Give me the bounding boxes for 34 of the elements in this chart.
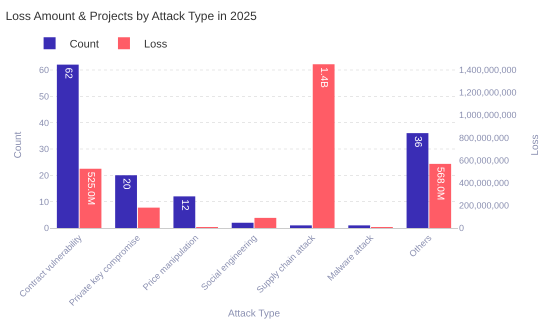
y-tick-label: 40 <box>38 118 49 128</box>
data-label: 20 <box>120 178 132 190</box>
y2-tick-label: 200,000,000 <box>459 200 510 211</box>
legend-label: Count <box>70 38 99 51</box>
bar <box>173 196 196 228</box>
bar <box>56 64 79 228</box>
y-tick-label: 10 <box>38 196 49 207</box>
data-label: 568.0M <box>434 166 446 200</box>
chart-title: Loss Amount & Projects by Attack Type in 2025 <box>6 8 258 23</box>
y-tick-label: 50 <box>38 91 49 102</box>
data-label: 12 <box>178 199 190 211</box>
bar <box>348 225 370 228</box>
y2-axis-title: Loss <box>530 134 542 156</box>
x-axis-title: Attack Type <box>228 308 280 320</box>
y-tick-label: 0 <box>44 223 49 234</box>
y-tick-label: 60 <box>38 65 49 76</box>
bar <box>290 225 312 228</box>
y2-tick-label: 0 <box>459 223 464 234</box>
y2-tick-label: 400,000,000 <box>459 178 510 188</box>
data-label: 525.0M <box>85 172 96 206</box>
y2-tick-label: 800,000,000 <box>459 132 510 143</box>
data-label: 1.4B <box>318 67 330 88</box>
y2-tick-label: 1,000,000,000 <box>459 110 517 120</box>
y-tick-label: 30 <box>38 144 49 154</box>
y2-tick-label: 1,200,000,000 <box>459 88 517 98</box>
legend-label: Loss <box>144 38 168 51</box>
y-axis-title: Count <box>12 131 24 158</box>
y2-tick-label: 1,400,000,000 <box>459 65 517 76</box>
data-label: 36 <box>412 136 423 148</box>
bar <box>115 175 137 228</box>
bar <box>312 64 335 228</box>
y2-tick-label: 600,000,000 <box>459 155 510 166</box>
y-tick-label: 20 <box>38 170 49 180</box>
data-label: 62 <box>62 68 74 80</box>
